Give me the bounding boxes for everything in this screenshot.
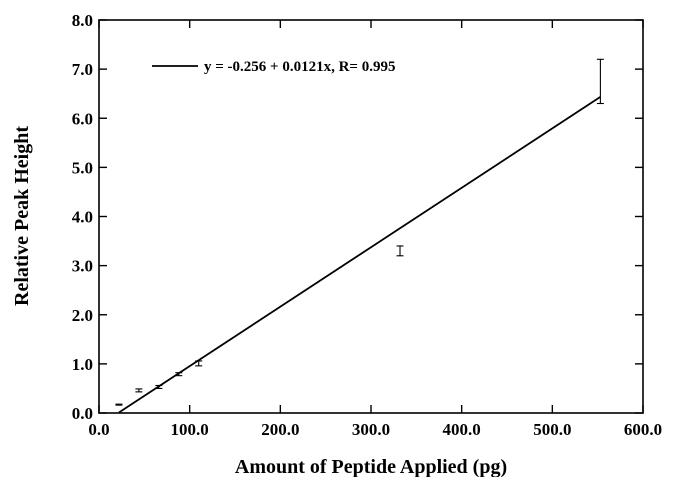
data-marks <box>115 58 604 414</box>
x-tick-label: 500.0 <box>533 420 571 439</box>
x-tick-label: 200.0 <box>261 420 299 439</box>
x-tick-label: 600.0 <box>624 420 662 439</box>
x-tick-label: 400.0 <box>443 420 481 439</box>
x-axis-label: Amount of Peptide Applied (pg) <box>235 456 507 477</box>
data-point <box>155 384 163 389</box>
data-point <box>115 403 123 406</box>
y-tick-label: 0.0 <box>72 404 93 423</box>
y-axis-ticks: 0.0 1.0 2.0 3.0 4.0 5.0 6.0 7.0 8.0 <box>72 11 643 423</box>
y-tick-label: 3.0 <box>72 257 93 276</box>
y-tick-label: 5.0 <box>72 158 93 177</box>
data-point <box>596 58 604 105</box>
y-tick-label: 4.0 <box>72 208 93 227</box>
regression-line <box>118 96 601 414</box>
x-tick-label: 0.0 <box>88 420 109 439</box>
y-tick-label: 6.0 <box>72 109 93 128</box>
plot-frame <box>98 19 644 414</box>
y-tick-label: 8.0 <box>72 11 93 30</box>
legend-entry: y = -0.256 + 0.0121x, R= 0.995 <box>204 59 395 75</box>
y-axis-label: Relative Peak Height <box>11 126 33 306</box>
data-point <box>175 372 183 377</box>
y-tick-label: 1.0 <box>72 355 93 374</box>
plot-area <box>98 19 644 414</box>
x-tick-label: 100.0 <box>171 420 209 439</box>
x-axis-ticks: 0.0 100.0 200.0 300.0 400.0 500.0 600.0 <box>88 20 662 439</box>
data-point <box>135 388 143 393</box>
y-tick-label: 7.0 <box>72 60 93 79</box>
x-tick-label: 300.0 <box>352 420 390 439</box>
y-tick-label: 2.0 <box>72 306 93 325</box>
data-point <box>396 245 404 257</box>
data-point <box>195 360 203 367</box>
